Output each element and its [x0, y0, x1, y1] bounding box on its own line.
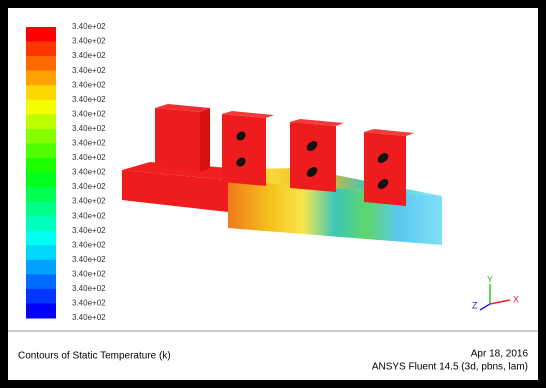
colorbar-label: 3.40e+02 — [72, 255, 106, 264]
colorbar-label: 3.40e+02 — [72, 95, 106, 104]
colorbar-label: 3.40e+02 — [72, 197, 106, 206]
triad-label: Y — [487, 274, 493, 284]
color-swatch — [26, 245, 56, 260]
colorbar-label: 3.40e+02 — [72, 124, 106, 133]
colorbar-label: 3.40e+02 — [72, 313, 106, 322]
footer-version: ANSYS Fluent 14.5 (3d, pbns, lam) — [372, 362, 528, 373]
colorbar-label: 3.40e+02 — [72, 240, 106, 249]
colorbar-label: 3.40e+02 — [72, 80, 106, 89]
color-swatch — [26, 42, 56, 57]
color-swatch — [26, 27, 56, 42]
colorbar-label: 3.40e+02 — [72, 22, 106, 31]
color-swatch — [26, 100, 56, 115]
color-swatch — [26, 260, 56, 275]
colorbar-label: 3.40e+02 — [72, 226, 106, 235]
colorbar-label: 3.40e+02 — [72, 109, 106, 118]
triad-label: X — [513, 294, 519, 304]
color-swatch — [26, 231, 56, 246]
color-swatch — [26, 129, 56, 144]
footer-date: Apr 18, 2016 — [471, 349, 529, 360]
color-swatch — [26, 158, 56, 173]
screenshot: 3.40e+02 3.40e+02 3.40e+02 3.40e+02 3.40e+02… — [0, 0, 546, 388]
page: 3.40e+02 3.40e+02 3.40e+02 3.40e+02 3.40e+02… — [0, 0, 546, 388]
footer-title: Contours of Static Temperature (k) — [18, 351, 171, 362]
color-swatch — [26, 303, 56, 318]
color-swatch — [26, 289, 56, 304]
color-swatch — [26, 56, 56, 71]
color-swatch — [26, 216, 56, 231]
color-swatch — [26, 114, 56, 129]
color-swatch — [26, 85, 56, 100]
color-swatch — [26, 71, 56, 86]
colorbar-label: 3.40e+02 — [72, 299, 106, 308]
color-swatch — [26, 274, 56, 289]
color-swatch — [26, 143, 56, 158]
colorbar-label: 3.40e+02 — [72, 269, 106, 278]
colorbar-label: 3.40e+02 — [72, 139, 106, 148]
colorbar-label: 3.40e+02 — [72, 153, 106, 162]
color-swatch — [26, 187, 56, 202]
triad-label: Z — [472, 300, 478, 310]
colorbar-label: 3.40e+02 — [72, 211, 106, 220]
color-swatch — [26, 202, 56, 217]
colorbar-label: 3.40e+02 — [72, 66, 106, 75]
colorbar-label: 3.40e+02 — [72, 51, 106, 60]
colorbar-label: 3.40e+02 — [72, 168, 106, 177]
colorbar-label: 3.40e+02 — [72, 37, 106, 46]
color-swatch — [26, 173, 56, 188]
colorbar-label: 3.40e+02 — [72, 284, 106, 293]
colorbar-label: 3.40e+02 — [72, 182, 106, 191]
